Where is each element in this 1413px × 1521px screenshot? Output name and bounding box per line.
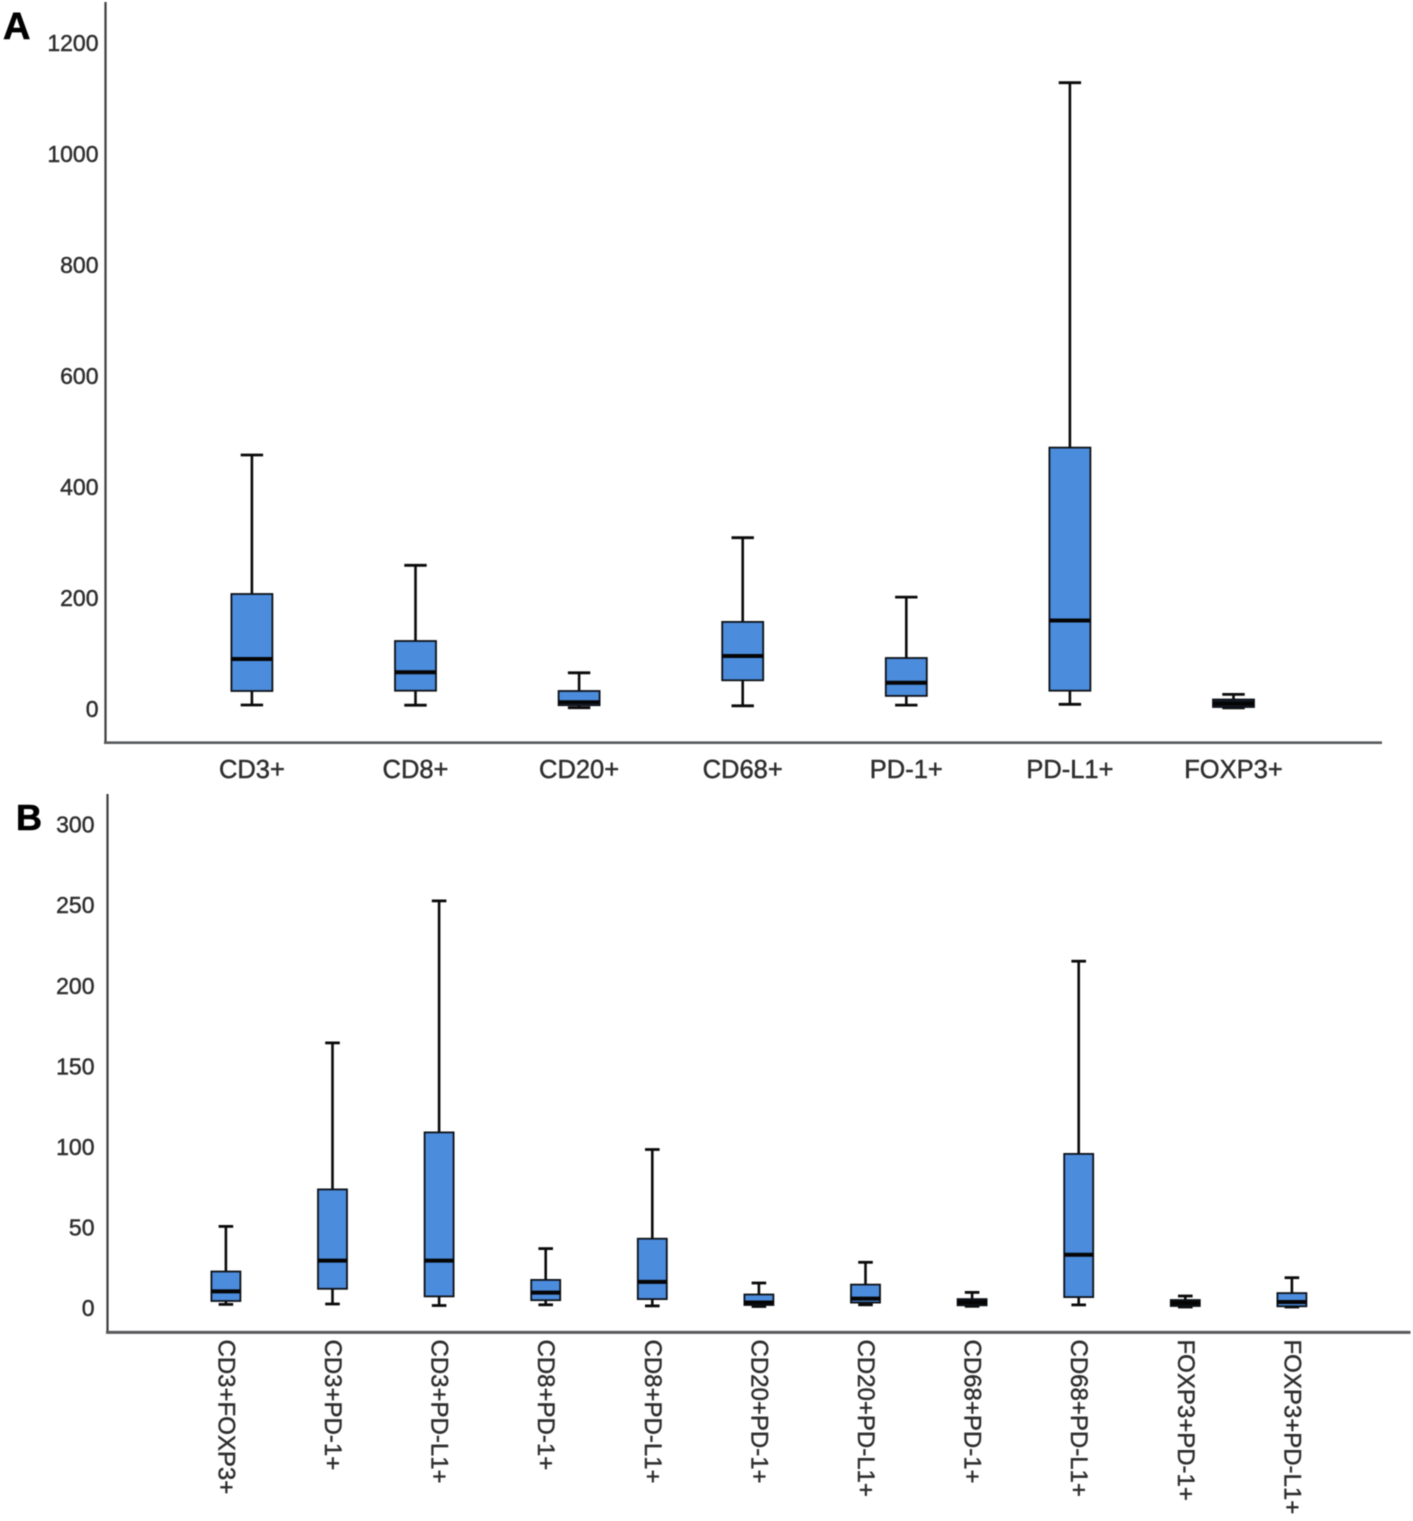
svg-text:PD-L1+: PD-L1+	[1026, 756, 1113, 784]
svg-text:CD20+: CD20+	[539, 756, 619, 784]
svg-text:100: 100	[56, 1134, 94, 1160]
svg-text:FOXP3+: FOXP3+	[1184, 756, 1283, 784]
svg-text:CD68+: CD68+	[703, 756, 783, 784]
svg-text:1000: 1000	[47, 141, 98, 167]
svg-text:CD8+PD-1+: CD8+PD-1+	[532, 1340, 559, 1471]
svg-text:CD3+PD-L1+: CD3+PD-L1+	[426, 1340, 453, 1484]
svg-text:CD68+PD-1+: CD68+PD-1+	[959, 1340, 986, 1484]
svg-text:0: 0	[82, 1295, 95, 1321]
svg-text:150: 150	[56, 1053, 94, 1079]
svg-text:600: 600	[60, 363, 98, 389]
svg-text:CD3+FOXP3+: CD3+FOXP3+	[212, 1340, 239, 1495]
svg-text:PD-1+: PD-1+	[870, 756, 943, 784]
svg-text:200: 200	[56, 973, 94, 999]
svg-text:CD20+PD-1+: CD20+PD-1+	[745, 1340, 772, 1484]
svg-text:300: 300	[56, 812, 94, 838]
svg-text:CD3+PD-1+: CD3+PD-1+	[319, 1340, 346, 1471]
svg-text:250: 250	[56, 892, 94, 918]
svg-text:50: 50	[69, 1215, 95, 1241]
svg-text:FOXP3+PD-L1+: FOXP3+PD-L1+	[1278, 1340, 1305, 1515]
svg-text:0: 0	[86, 696, 99, 722]
svg-text:FOXP3+PD-1+: FOXP3+PD-1+	[1172, 1340, 1199, 1501]
svg-text:B: B	[16, 797, 42, 838]
svg-text:200: 200	[60, 585, 98, 611]
svg-text:1200: 1200	[47, 30, 98, 56]
svg-text:800: 800	[60, 252, 98, 278]
svg-text:CD8+PD-L1+: CD8+PD-L1+	[639, 1340, 666, 1484]
svg-text:A: A	[3, 6, 30, 48]
svg-text:400: 400	[60, 474, 98, 500]
svg-text:CD8+: CD8+	[383, 756, 449, 784]
svg-text:CD3+: CD3+	[219, 756, 285, 784]
svg-text:CD68+PD-L1+: CD68+PD-L1+	[1065, 1340, 1092, 1497]
svg-text:CD20+PD-L1+: CD20+PD-L1+	[852, 1340, 879, 1497]
